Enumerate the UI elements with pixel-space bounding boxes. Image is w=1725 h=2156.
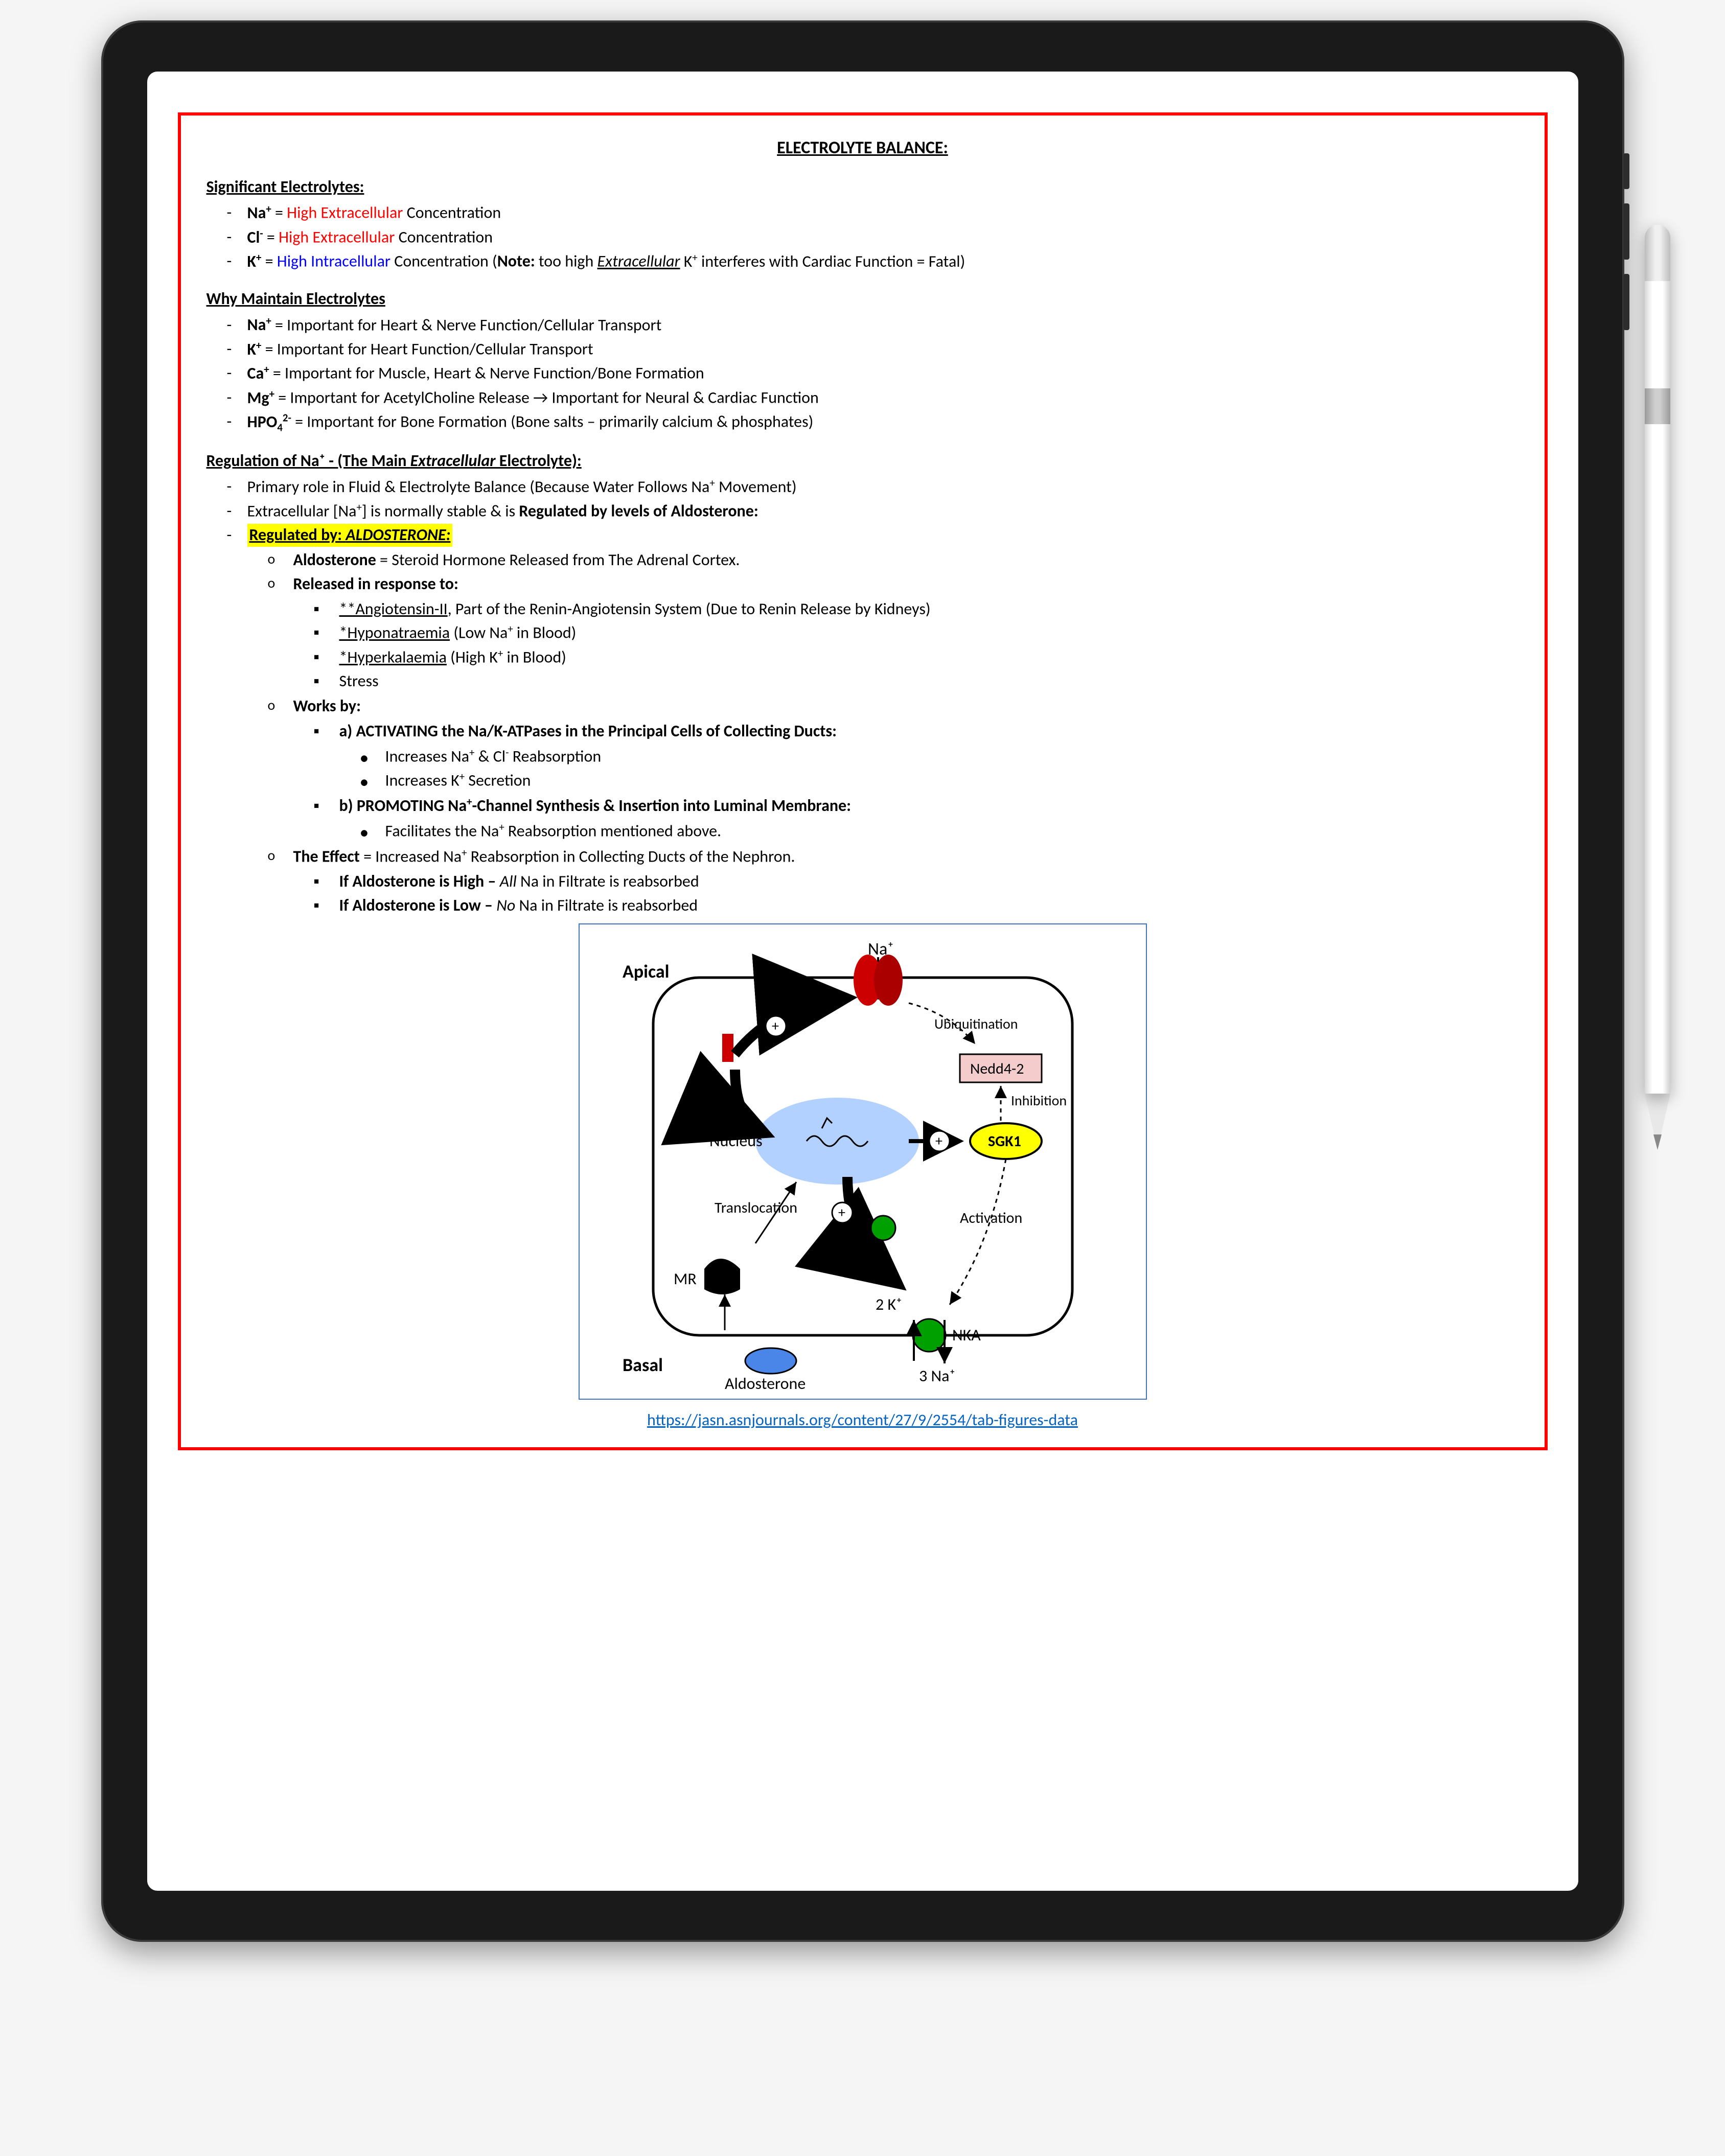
cl-location: High Extracellular bbox=[279, 227, 395, 247]
aldosterone-icon bbox=[745, 1348, 796, 1374]
label-nucleus: Nucleus bbox=[709, 1131, 763, 1151]
volume-down-button[interactable] bbox=[1623, 274, 1629, 330]
label-apical: Apical bbox=[623, 960, 669, 983]
label-mr: MR bbox=[674, 1269, 697, 1289]
svg-text:+: + bbox=[935, 1132, 942, 1150]
diagram-source-link[interactable]: https://jasn.asnjournals.org/content/27/… bbox=[647, 1410, 1078, 1430]
tablet-frame: ELECTROLYTE BALANCE: Significant Electro… bbox=[101, 20, 1624, 1942]
label-3na: 3 Na⁺ bbox=[919, 1366, 955, 1386]
trigger-angiotensin: **Angiotensin-II, Part of the Renin-Angi… bbox=[339, 598, 1519, 621]
trigger-hyperkalaemia: *Hyperkalaemia (High K+ in Blood) bbox=[339, 646, 1519, 669]
aldo-released-in-response: Released in response to: **Angiotensin-I… bbox=[293, 573, 1519, 693]
device-side-buttons bbox=[1623, 153, 1629, 344]
list-mech-b-details: Facilitates the Na+ Reabsorption mention… bbox=[339, 820, 1519, 843]
why-hpo: HPO42- = Important for Bone Formation (B… bbox=[247, 410, 1519, 435]
why-mg: Mg+ = Important for AcetylCholine Releas… bbox=[247, 386, 1519, 409]
label-ubiquitination: Ubiquitination bbox=[934, 1015, 1018, 1033]
list-mechanism: a) ACTIVATING the Na/K-ATPases in the Pr… bbox=[293, 720, 1519, 843]
mech-b-1: Facilitates the Na+ Reabsorption mention… bbox=[385, 820, 1519, 843]
mech-a-2: Increases K+ Secretion bbox=[385, 769, 1519, 792]
list-triggers: **Angiotensin-II, Part of the Renin-Angi… bbox=[293, 598, 1519, 693]
ion-cl: Cl- bbox=[247, 227, 263, 247]
cell-diagram: Apical Basal Na⁺ ENaC bbox=[579, 923, 1147, 1400]
svg-text:+: + bbox=[838, 1203, 845, 1221]
mech-b: b) PROMOTING Na+-Channel Synthesis & Ins… bbox=[339, 795, 1519, 843]
mr-icon bbox=[704, 1259, 740, 1294]
tablet-screen: ELECTROLYTE BALANCE: Significant Electro… bbox=[147, 72, 1578, 1891]
list-why-maintain: Na+ = Important for Heart & Nerve Functi… bbox=[206, 314, 1519, 435]
section-significant-electrolytes: Significant Electrolytes: bbox=[206, 176, 1519, 199]
stylus-pencil bbox=[1640, 225, 1675, 1247]
mech-a-1: Increases Na+ & Cl- Reabsorption bbox=[385, 745, 1519, 768]
why-na: Na+ = Important for Heart & Nerve Functi… bbox=[247, 314, 1519, 337]
label-sgk1: SGK1 bbox=[988, 1132, 1021, 1151]
label-inhibition: Inhibition bbox=[1011, 1092, 1067, 1109]
reg-highlight: Regulated by: ALDOSTERONE: Aldosterone =… bbox=[247, 524, 1519, 843]
list-mech-a-details: Increases Na+ & Cl- Reabsorption Increas… bbox=[339, 745, 1519, 793]
list-effect: The Effect = Increased Na+ Reabsorption … bbox=[206, 845, 1519, 917]
arrow-to-nucleus bbox=[735, 1070, 766, 1133]
small-channel-icon bbox=[722, 1034, 733, 1062]
list-regulation: Primary role in Fluid & Electrolyte Bala… bbox=[206, 475, 1519, 843]
label-basal: Basal bbox=[623, 1354, 663, 1376]
label-translocation: Translocation bbox=[715, 1198, 797, 1217]
svg-text:+: + bbox=[772, 1017, 779, 1035]
k-location: High Intracellular bbox=[277, 251, 390, 271]
list-effect-cases: If Aldosterone is High – All Na in Filtr… bbox=[293, 870, 1519, 917]
document-page: ELECTROLYTE BALANCE: Significant Electro… bbox=[178, 112, 1548, 1450]
aldo-works-by: Works by: a) ACTIVATING the Na/K-ATPases… bbox=[293, 695, 1519, 843]
green-dot-icon bbox=[871, 1216, 895, 1240]
label-nedd: Nedd4-2 bbox=[970, 1059, 1024, 1078]
reg-primary-role: Primary role in Fluid & Electrolyte Bala… bbox=[247, 475, 1519, 498]
label-2k: 2 K⁺ bbox=[876, 1294, 902, 1314]
ion-k: K+ bbox=[247, 251, 262, 271]
cell-diagram-svg: Apical Basal Na⁺ ENaC bbox=[582, 926, 1144, 1397]
why-ca: Ca+ = Important for Muscle, Heart & Nerv… bbox=[247, 362, 1519, 385]
section-regulation-na: Regulation of Na⁺ - (The Main Extracellu… bbox=[206, 450, 1519, 473]
list-significant-electrolytes: Na+ = High Extracellular Concentration C… bbox=[206, 201, 1519, 273]
mech-a: a) ACTIVATING the Na/K-ATPases in the Pr… bbox=[339, 720, 1519, 793]
section-why-maintain: Why Maintain Electrolytes bbox=[206, 288, 1519, 311]
reg-stable: Extracellular [Na+] is normally stable &… bbox=[247, 500, 1519, 523]
nka-icon bbox=[913, 1319, 946, 1352]
arrow-activation bbox=[950, 1159, 1006, 1305]
item-cl: Cl- = High Extracellular Concentration bbox=[247, 226, 1519, 249]
label-aldosterone: Aldosterone bbox=[725, 1374, 806, 1394]
item-na: Na+ = High Extracellular Concentration bbox=[247, 201, 1519, 224]
power-button[interactable] bbox=[1623, 153, 1629, 189]
item-k: K+ = High Intracellular Concentration (N… bbox=[247, 250, 1519, 273]
na-location: High Extracellular bbox=[287, 203, 403, 223]
highlight-aldosterone: Regulated by: ALDOSTERONE: bbox=[247, 524, 453, 547]
effect-low: If Aldosterone is Low – No Na in Filtrat… bbox=[339, 894, 1519, 917]
effect-high: If Aldosterone is High – All Na in Filtr… bbox=[339, 870, 1519, 893]
volume-up-button[interactable] bbox=[1623, 203, 1629, 260]
effect: The Effect = Increased Na+ Reabsorption … bbox=[293, 845, 1519, 917]
diagram-container: Apical Basal Na⁺ ENaC bbox=[206, 923, 1519, 1432]
list-aldosterone: Aldosterone = Steroid Hormone Released f… bbox=[247, 549, 1519, 843]
trigger-hyponatraemia: *Hyponatraemia (Low Na+ in Blood) bbox=[339, 621, 1519, 644]
label-activation: Activation bbox=[960, 1209, 1022, 1227]
label-nka: NKA bbox=[952, 1325, 981, 1345]
trigger-stress: Stress bbox=[339, 670, 1519, 693]
aldo-definition: Aldosterone = Steroid Hormone Released f… bbox=[293, 549, 1519, 572]
why-k: K+ = Important for Heart Function/Cellul… bbox=[247, 338, 1519, 361]
page-title: ELECTROLYTE BALANCE: bbox=[206, 136, 1519, 160]
ion-na: Na+ bbox=[247, 203, 271, 223]
